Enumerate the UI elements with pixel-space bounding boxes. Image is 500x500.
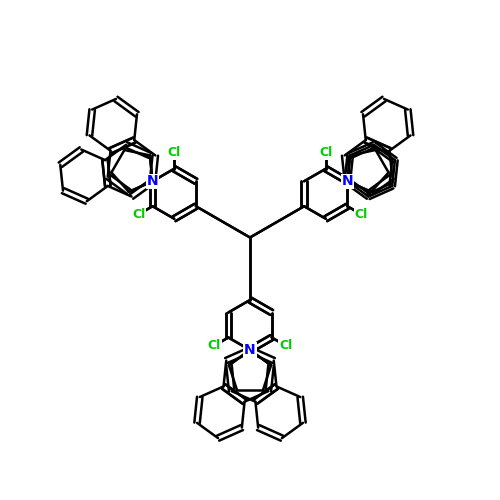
Text: N: N — [342, 174, 353, 188]
Text: N: N — [244, 343, 256, 357]
Text: Cl: Cl — [168, 146, 181, 159]
Text: Cl: Cl — [208, 339, 221, 352]
Text: Cl: Cl — [132, 208, 145, 221]
Text: Cl: Cl — [319, 146, 332, 159]
Text: Cl: Cl — [279, 339, 292, 352]
Text: Cl: Cl — [319, 146, 332, 159]
Text: Cl: Cl — [354, 208, 368, 221]
Text: Cl: Cl — [354, 208, 368, 221]
Text: Cl: Cl — [132, 208, 145, 221]
Text: N: N — [147, 174, 158, 188]
Text: Cl: Cl — [208, 339, 221, 352]
Text: Cl: Cl — [168, 146, 181, 159]
Text: Cl: Cl — [279, 339, 292, 352]
